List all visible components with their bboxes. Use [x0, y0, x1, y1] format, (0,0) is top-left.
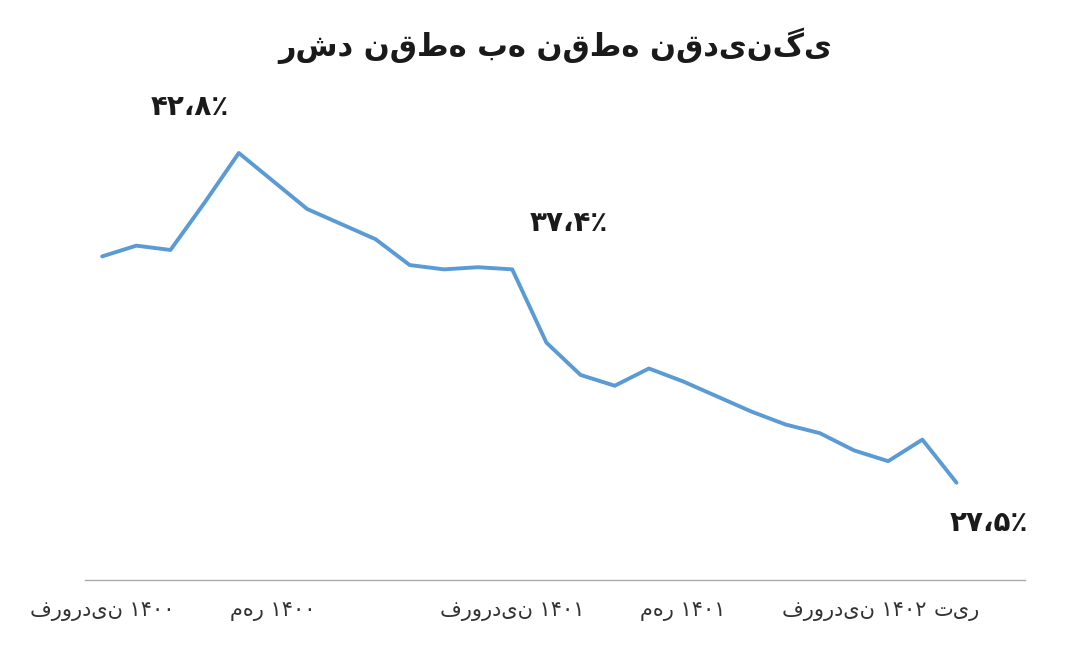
Text: ۲۷،۵٪: ۲۷،۵٪: [950, 509, 1028, 537]
Title: رشد نقطه به نقطه نقدینگی: رشد نقطه به نقطه نقدینگی: [278, 28, 832, 64]
Text: ۳۷،۴٪: ۳۷،۴٪: [529, 209, 607, 237]
Text: ۴۲،۸٪: ۴۲،۸٪: [150, 93, 229, 121]
